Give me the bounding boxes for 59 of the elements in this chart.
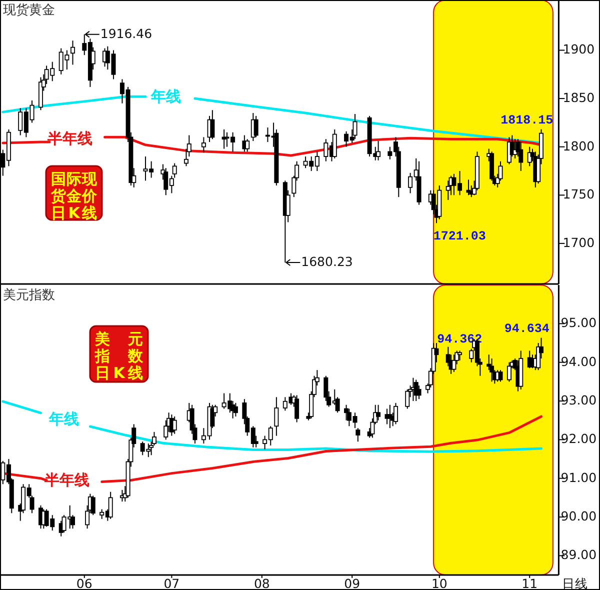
candlestick [405,388,410,410]
candlestick [332,128,337,159]
y-tick-label: 1700 [562,234,595,250]
annotation: 1818.15 [500,114,554,128]
y-tick-label: 91.00 [560,470,597,485]
candlestick [245,138,250,152]
x-tick-label: 11 [522,576,538,590]
candlestick [100,508,104,520]
y-tick-label: 90.00 [560,508,597,524]
candlestick [498,370,503,382]
candlestick [416,385,422,400]
candlestick [201,136,206,154]
series-label: 半年线 [43,471,90,490]
y-tick-label: 1900 [562,42,595,57]
annotation: 1721.03 [433,229,486,244]
y-tick-label: 94.00 [560,354,597,369]
x-tick-label: 08 [254,576,270,590]
candlestick [282,396,288,412]
candlestick [356,428,360,442]
candlestick [376,404,381,421]
candlestick [172,416,177,434]
candlestick [172,162,177,178]
candlestick [254,115,258,138]
candlestick [62,514,66,533]
candlestick [274,396,279,436]
chart-title: 美元指数 [3,287,55,303]
candlestick [210,110,215,140]
annotation: 94.362 [437,332,482,347]
x-tick-label: 10 [431,576,448,590]
y-tick-label: 1750 [562,186,595,202]
x-tick-label: 07 [164,576,180,590]
candlestick [352,113,358,140]
y-tick-label: 95.00 [560,315,597,330]
series-label: 年线 [150,88,181,106]
y-tick-label: 93.00 [560,392,597,408]
chart-title: 现货黄金 [3,3,55,18]
y-tick-label: 92.00 [560,431,597,446]
annotation: 1916.46 [100,26,152,41]
series-label: 半年线 [46,130,92,148]
candlestick [490,358,494,382]
candlestick [376,140,381,161]
y-tick-label: 1850 [562,90,595,105]
y-tick-label: 89.00 [560,547,597,562]
annotation: 1680.23 [301,254,353,269]
candlestick [70,40,75,66]
candlestick [458,350,462,361]
candlestick [446,180,450,200]
candlestick [324,138,328,162]
text: 日线 [562,576,588,590]
candlestick [265,127,270,142]
y-tick-label: 1800 [562,138,595,154]
candlestick [233,402,238,417]
candlestick [452,354,456,372]
candlestick [108,491,113,520]
x-tick-label: 06 [76,576,92,590]
x-tick-label: 09 [344,576,360,590]
candlestick [294,394,300,423]
series-label: 年线 [48,410,80,428]
annotation: 94.634 [504,322,550,336]
